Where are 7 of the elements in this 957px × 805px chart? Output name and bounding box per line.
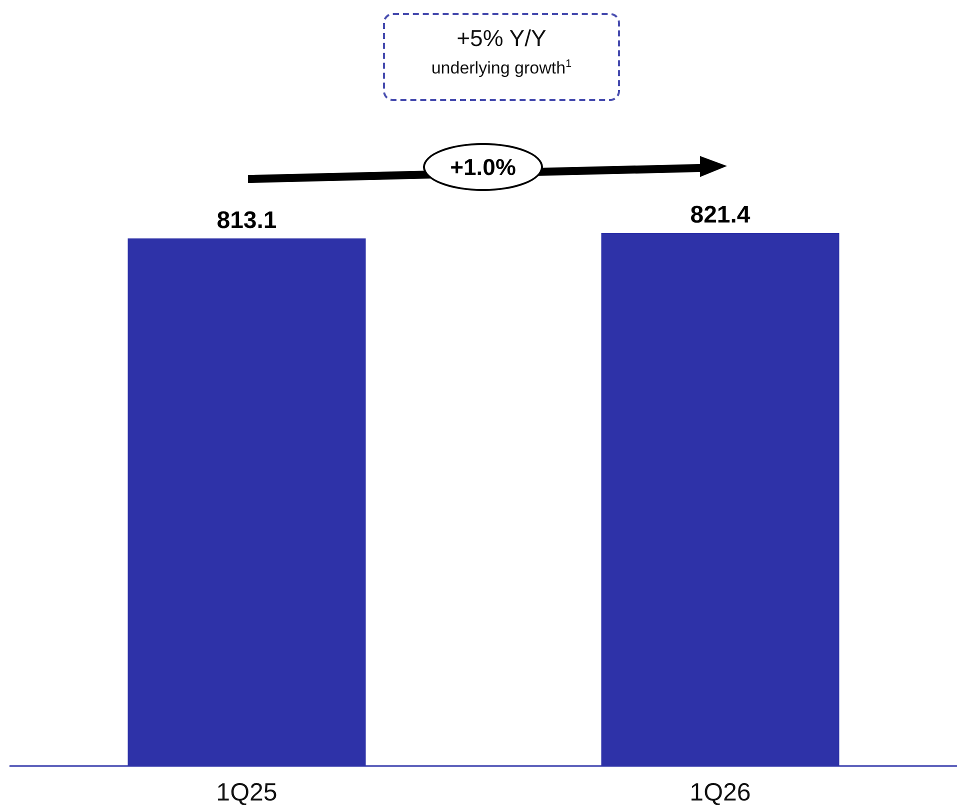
text: +5% Y/Y	[456, 25, 548, 52]
x-tick-label: 1Q26	[690, 778, 751, 805]
text: +1.0%	[423, 143, 543, 191]
text: underlying growth$^{1}$	[430, 58, 573, 79]
data-label: 813.1	[216, 206, 277, 234]
data-label: 821.4	[690, 202, 751, 228]
x-tick-label: 1Q25	[216, 778, 278, 805]
